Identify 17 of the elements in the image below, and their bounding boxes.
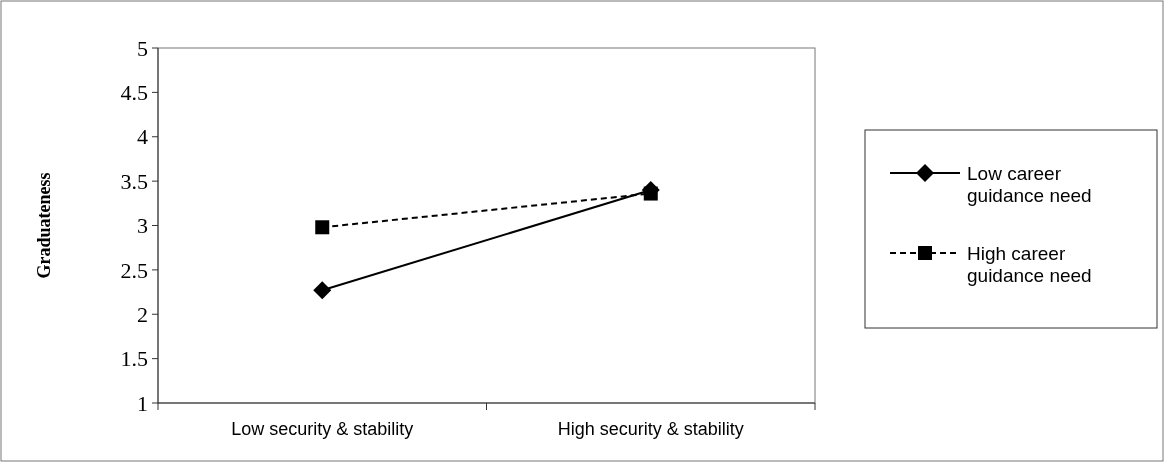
y-tick-label: 1	[137, 390, 148, 416]
y-tick-label: 3.5	[120, 168, 148, 194]
point	[313, 281, 332, 300]
y-tick-label: 5	[137, 35, 148, 61]
y-axis-title: Graduateness	[34, 172, 54, 279]
y-tick-label: 4.5	[120, 80, 148, 106]
y-tick-label: 2.5	[120, 257, 148, 283]
y-tick-label: 4	[137, 124, 148, 150]
y-tick-label: 3	[137, 213, 148, 239]
point	[643, 186, 658, 201]
x-tick-label: Low security & stability	[231, 419, 414, 439]
y-tick-label: 1.5	[120, 346, 148, 372]
legend-label: Low career guidance need	[967, 162, 1092, 207]
x-tick-label: High security & stability	[557, 419, 744, 439]
point	[315, 220, 330, 235]
legend-label: High career guidance need	[967, 242, 1092, 287]
y-tick-label: 2	[137, 301, 148, 327]
